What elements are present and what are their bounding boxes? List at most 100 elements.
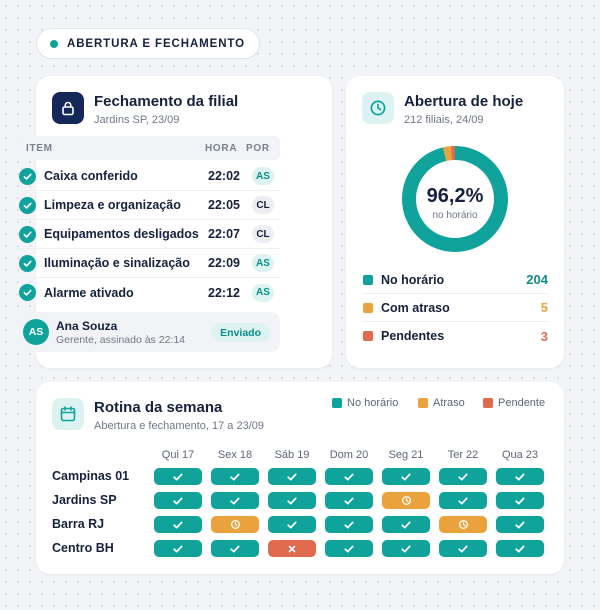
column-time: HORA [205, 143, 238, 154]
checklist-item-label: Caixa conferido [44, 169, 138, 183]
status-cell-late [439, 516, 487, 533]
lock-icon [52, 92, 84, 124]
day-header: Seg 21 [388, 449, 424, 461]
weekly-legend-item: Atraso [417, 397, 465, 409]
status-cell-ok [211, 540, 259, 557]
branch-name: Jardins SP [52, 493, 117, 507]
checklist-item-time: 22:05 [208, 198, 240, 212]
section-badge: ABERTURA E FECHAMENTO [36, 28, 260, 59]
check-icon [19, 225, 36, 243]
legend-swatch [363, 331, 373, 341]
weekly-title: Rotina da semana [94, 399, 223, 416]
legend-row: No horário 204 [362, 266, 548, 294]
checklist-item-label: Equipamentos desligados [44, 227, 199, 241]
day-header: Sáb 19 [274, 449, 310, 461]
status-cell-ok [496, 516, 544, 533]
legend-swatch [363, 302, 373, 313]
section-badge-label: ABERTURA E FECHAMENTO [67, 37, 245, 50]
status-cell-ok [268, 468, 316, 485]
checklist-item-by: AS [252, 283, 274, 302]
weekly-legend-label: No horário [347, 397, 399, 409]
opening-subtitle: 212 filiais, 24/09 [404, 114, 484, 126]
check-icon [19, 167, 36, 185]
status-cell-ok [439, 492, 487, 509]
branch-name: Campinas 01 [52, 469, 130, 483]
checklist-row: Alarme ativado 22:12 AS [16, 278, 280, 307]
checklist-item-by: AS [252, 254, 274, 272]
legend-label: Com atraso [381, 300, 450, 315]
opening-card: Abertura de hoje 212 filiais, 24/09 [346, 76, 564, 368]
status-cell-ok [382, 540, 430, 557]
legend-row: Pendentes 3 [362, 322, 548, 350]
weekly-legend-item: No horário [331, 397, 398, 409]
weekly-legend-label: Atraso [433, 397, 465, 409]
status-cell-ok [154, 492, 202, 509]
opening-legend: No horário 204 Com atraso 5 Pendentes 3 [362, 266, 548, 350]
status-cell-ok [496, 492, 544, 509]
checklist-item-by: AS [252, 167, 274, 185]
checklist-row: Equipamentos desligados 22:07 CL [16, 220, 280, 249]
checklist-row: Limpeza e organização 22:05 CL [16, 191, 280, 220]
checklist: Caixa conferido 22:02 AS Limpeza e organiza… [16, 162, 280, 307]
weekly-subtitle: Abertura e fechamento, 17 a 23/09 [94, 420, 265, 432]
status-cell-ok [268, 492, 316, 509]
checklist-item-time: 22:02 [208, 169, 240, 183]
status-cell-late [211, 516, 259, 533]
status-cell-ok [325, 540, 373, 557]
donut-caption: no horário [432, 210, 478, 221]
status-cell-ok [154, 540, 202, 557]
signoff: AS Ana Souza Gerente, assinado às 22:14 … [16, 312, 280, 352]
branch-name: Centro BH [52, 541, 114, 555]
avatar: AS [23, 319, 49, 345]
status-cell-ok [439, 468, 487, 485]
day-header: Sex 18 [217, 449, 253, 461]
legend-swatch [363, 274, 373, 285]
signer-name: Ana Souza [56, 318, 118, 333]
checklist-row: Iluminação e sinalização 22:09 AS [16, 249, 280, 278]
status-cell-ok [154, 516, 202, 533]
opening-donut-chart [402, 146, 508, 252]
column-by: POR [246, 143, 270, 154]
checklist-item-by: CL [252, 196, 274, 214]
check-icon [19, 254, 36, 272]
status-cell-ok [439, 540, 487, 557]
weekly-legend-item: Pendente [482, 397, 545, 409]
status-cell-ok [211, 492, 259, 509]
legend-row: Com atraso 5 [362, 294, 548, 322]
branch-name: Barra RJ [52, 517, 105, 531]
donut-value: 96,2% [426, 185, 484, 207]
check-icon [19, 284, 36, 301]
day-header: Ter 22 [447, 449, 479, 461]
closing-title: Fechamento da filial [94, 93, 239, 110]
legend-label: No horário [381, 272, 445, 287]
status-cell-ok [382, 516, 430, 533]
status-cell-ok [325, 468, 373, 485]
status-cell-ok [382, 468, 430, 485]
calendar-icon [52, 398, 84, 430]
legend-value: 3 [540, 328, 548, 344]
check-icon [19, 196, 36, 214]
checklist-item-time: 22:07 [208, 227, 240, 241]
status-cell-pending [268, 540, 316, 557]
status-cell-ok [268, 516, 316, 533]
closing-subtitle: Jardins SP, 23/09 [94, 114, 180, 126]
legend-value: 5 [540, 300, 548, 315]
checklist-item-label: Iluminação e sinalização [44, 256, 190, 270]
legend-swatch [418, 398, 428, 408]
status-cell-ok [154, 468, 202, 485]
status-cell-ok [496, 540, 544, 557]
status-cell-ok [496, 468, 544, 485]
status-badge: Enviado [211, 323, 270, 342]
status-cell-late [382, 492, 430, 509]
checklist-item-label: Limpeza e organização [44, 198, 181, 212]
checklist-item-time: 22:12 [208, 285, 240, 300]
status-dot [50, 39, 58, 48]
status-cell-ok [211, 468, 259, 485]
checklist-item-by: CL [252, 225, 274, 243]
clock-icon [362, 92, 394, 124]
day-header: Qui 17 [161, 449, 195, 461]
checklist-item-label: Alarme ativado [44, 285, 134, 300]
opening-title: Abertura de hoje [404, 93, 524, 110]
column-item: ITEM [26, 143, 53, 154]
legend-label: Pendentes [381, 329, 445, 343]
